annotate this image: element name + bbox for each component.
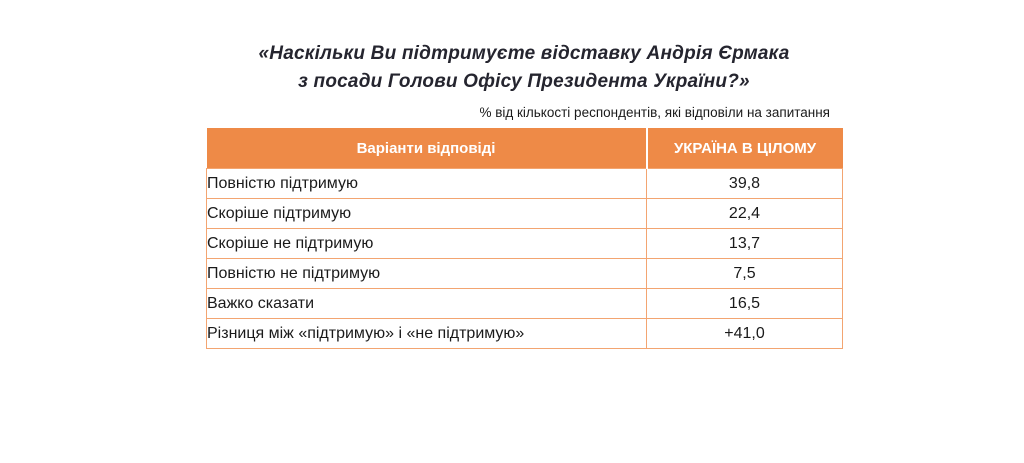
answer-option-label: Повністю підтримую [206, 168, 647, 199]
question-title-line2: з посади Голови Офісу Президента України… [298, 71, 750, 92]
table-header-row: Варіанти відповіді УКРАЇНА В ЦІЛОМУ [206, 128, 843, 169]
table-row: Повністю підтримую 39,8 [206, 168, 843, 199]
answer-option-label: Повністю не підтримую [206, 258, 647, 289]
question-title-line1: «Наскільки Ви підтримуєте відставку Андр… [258, 43, 790, 64]
header-answer-options: Варіанти відповіді [206, 128, 648, 169]
subtitle-note: % від кількості респондентів, які відпов… [479, 105, 830, 120]
answer-value: 7,5 [646, 258, 843, 289]
results-table: Варіанти відповіді УКРАЇНА В ЦІЛОМУ Повн… [206, 128, 843, 349]
answer-value: 13,7 [646, 228, 843, 259]
answer-option-label: Скоріше не підтримую [206, 228, 647, 259]
answer-option-label: Різниця між «підтримую» і «не підтримую» [206, 318, 647, 349]
answer-value: 39,8 [646, 168, 843, 199]
table-row: Скоріше не підтримую 13,7 [206, 228, 843, 259]
table-row: Важко сказати 16,5 [206, 288, 843, 319]
header-ukraine-total: УКРАЇНА В ЦІЛОМУ [646, 128, 843, 169]
answer-option-label: Скоріше підтримую [206, 198, 647, 229]
answer-option-label: Важко сказати [206, 288, 647, 319]
content-block: «Наскільки Ви підтримуєте відставку Андр… [206, 40, 843, 349]
table-row: Повністю не підтримую 7,5 [206, 258, 843, 289]
answer-value: 16,5 [646, 288, 843, 319]
question-title: «Наскільки Ви підтримуєте відставку Андр… [206, 40, 842, 96]
table-row: Різниця між «підтримую» і «не підтримую»… [206, 318, 843, 349]
answer-value: +41,0 [646, 318, 843, 349]
table-row: Скоріше підтримую 22,4 [206, 198, 843, 229]
answer-value: 22,4 [646, 198, 843, 229]
